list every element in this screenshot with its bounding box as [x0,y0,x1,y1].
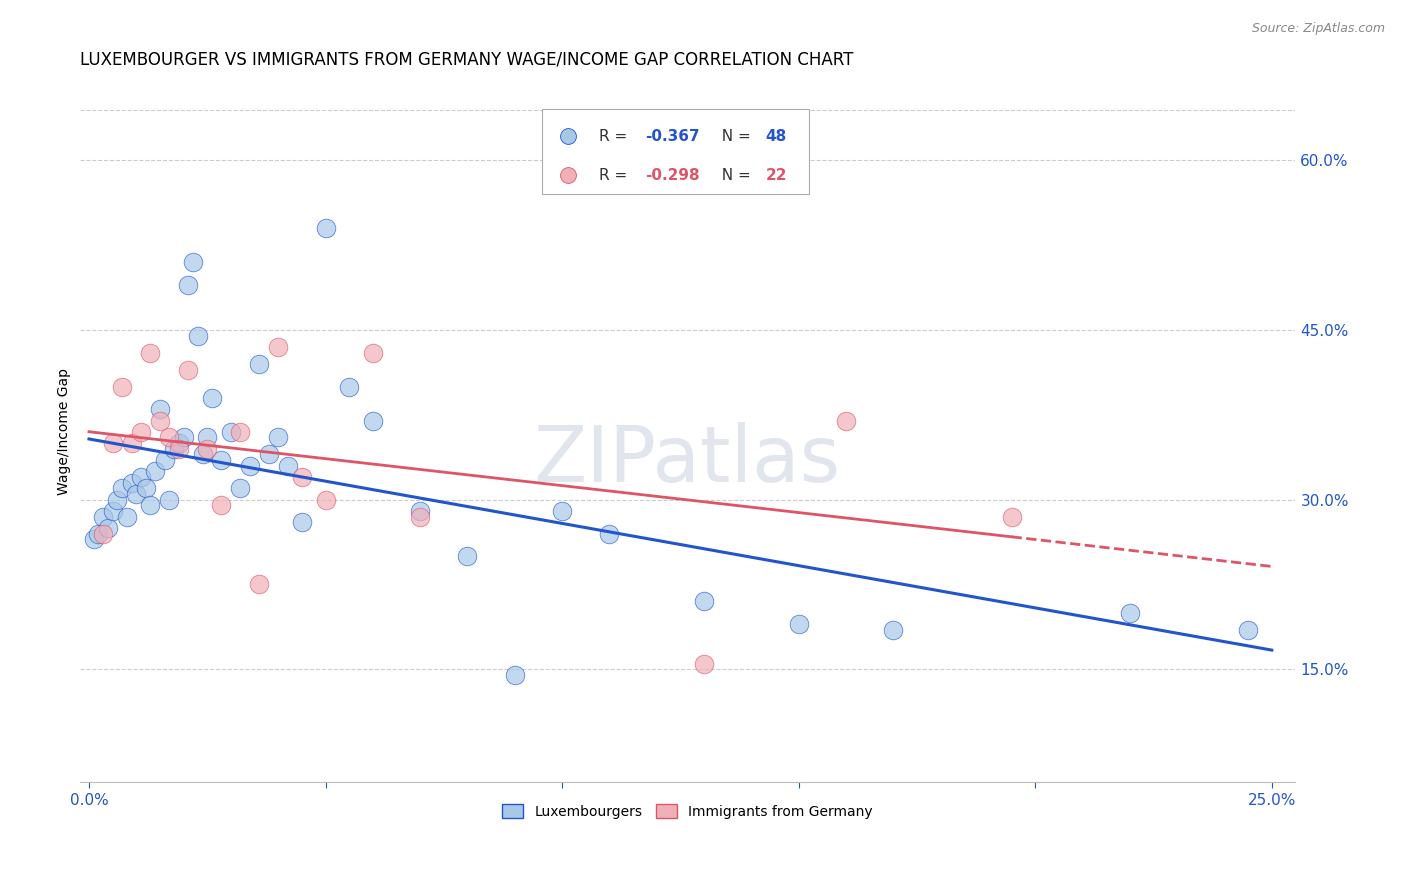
Point [87,526,110,541]
Text: -0.298: -0.298 [645,168,700,183]
Point [111,482,134,496]
Point [177,362,200,376]
Text: -0.367: -0.367 [645,128,700,144]
Point [882,623,904,637]
Point [315,492,337,507]
Point [167,436,190,450]
Point [229,482,252,496]
Point [153,453,176,467]
Point [239,458,262,473]
Point [191,447,214,461]
Point [409,504,432,518]
Point [247,357,270,371]
Point [139,345,162,359]
Point [835,413,858,427]
Point [187,328,209,343]
Point [163,442,186,456]
Point [91,509,114,524]
Point [115,509,138,524]
Point [143,464,166,478]
Point [135,482,157,496]
Point [409,509,432,524]
Point [211,499,233,513]
Point [291,470,314,484]
Point [195,442,218,456]
Point [181,255,204,269]
Point [267,430,290,444]
Y-axis label: Wage/Income Gap: Wage/Income Gap [58,368,72,495]
Point [693,594,716,608]
Point [337,379,360,393]
Text: R =: R = [599,168,631,183]
Point [257,447,280,461]
Text: N =: N = [711,128,755,144]
Point [121,436,143,450]
Point [267,340,290,354]
Point [195,430,218,444]
Point [503,668,526,682]
Point [787,617,810,632]
Point [598,526,620,541]
Point [456,549,478,564]
Point [247,577,270,591]
Point [201,391,224,405]
Text: 48: 48 [765,128,786,144]
Point [139,499,162,513]
Point [83,533,105,547]
Point [167,442,190,456]
Point [101,504,124,518]
Point [219,425,242,439]
Text: 22: 22 [765,168,787,183]
Legend: Luxembourgers, Immigrants from Germany: Luxembourgers, Immigrants from Germany [496,798,879,824]
Point [105,492,128,507]
Point [91,526,114,541]
Point [361,413,384,427]
Point [361,345,384,359]
Text: Source: ZipAtlas.com: Source: ZipAtlas.com [1251,22,1385,36]
Point [157,492,180,507]
Point [125,487,148,501]
Point [97,521,120,535]
Point [173,430,195,444]
Point [693,657,716,671]
Text: R =: R = [599,128,631,144]
Point [121,475,143,490]
Point [149,413,172,427]
Text: ZIPatlas: ZIPatlas [534,422,841,498]
Point [1119,606,1142,620]
Point [129,425,152,439]
Point [211,453,233,467]
Point [1000,509,1022,524]
Text: N =: N = [711,168,755,183]
FancyBboxPatch shape [541,110,808,194]
Point [315,221,337,235]
Text: LUXEMBOURGER VS IMMIGRANTS FROM GERMANY WAGE/INCOME GAP CORRELATION CHART: LUXEMBOURGER VS IMMIGRANTS FROM GERMANY … [80,51,853,69]
Point [177,277,200,292]
Point [157,430,180,444]
Point [551,504,574,518]
Point [111,379,134,393]
Point [149,402,172,417]
Point [1237,623,1260,637]
Point [229,425,252,439]
Point [291,516,314,530]
Point [277,458,299,473]
Point [129,470,152,484]
Point [101,436,124,450]
